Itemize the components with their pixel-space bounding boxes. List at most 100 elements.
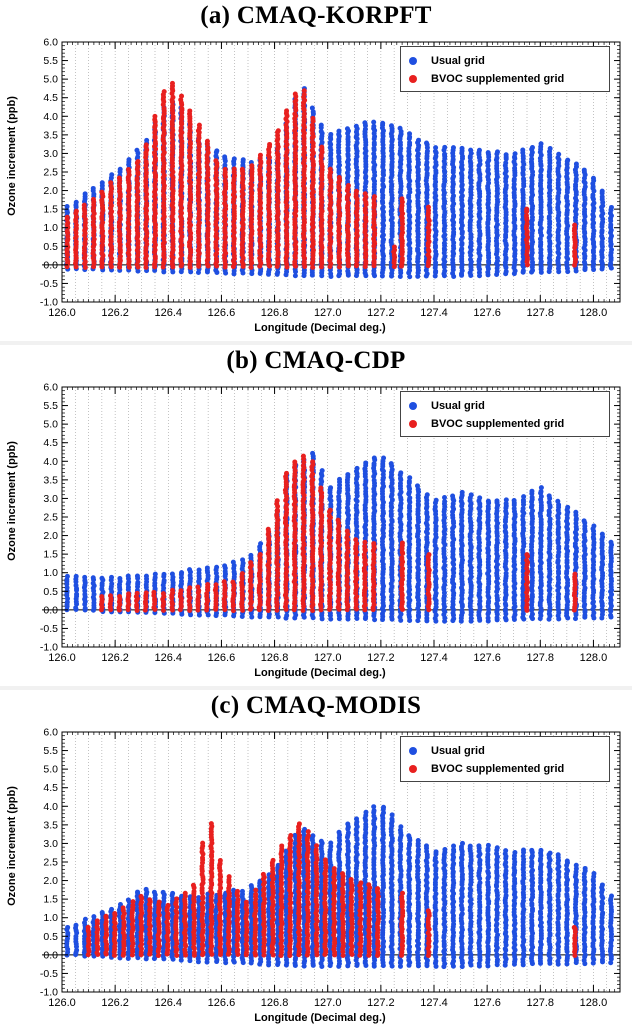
usual-grid-point [574,161,579,166]
bvoc-grid-point [337,175,342,180]
legend-item-bvoc-grid: BVOC supplemented grid [409,71,564,87]
y-axis-label: Ozone increment (ppb) [6,86,18,226]
usual-grid-point [109,172,114,177]
usual-grid-point [442,145,447,150]
bvoc-grid-point [82,203,87,208]
usual-grid-point [74,200,79,205]
usual-grid-point [354,124,359,129]
bvoc-grid-point [363,191,368,196]
y-tick-label: 4.0 [43,111,58,123]
y-tick-label: 0.0 [43,259,58,271]
bvoc-grid-point [392,244,397,249]
bvoc-grid-point [346,183,351,188]
data-points [64,81,614,279]
usual-grid-point [91,186,96,191]
y-tick-label: 4.5 [43,92,58,104]
y-tick-label: 6.0 [43,37,58,49]
bvoc-grid-point [213,158,218,163]
usual-grid-point [520,147,525,152]
x-tick-label: 126.4 [155,307,183,319]
bvoc-grid-point [372,194,377,199]
bvoc-grid-point [187,108,192,113]
bvoc-grid-point [293,91,298,96]
y-tick-label: -0.5 [40,278,58,290]
bvoc-grid-point [258,153,263,158]
bvoc-grid-point [524,207,529,212]
x-tick-label: 127.2 [367,307,395,319]
bvoc-grid-point [572,223,577,228]
usual-grid-point [328,132,333,137]
usual-grid-point [513,151,518,156]
bvoc-grid-point [267,142,272,147]
bvoc-grid-point [284,108,289,113]
usual-grid-point [547,214,552,219]
usual-grid-point [530,145,535,150]
usual-grid-point [100,180,105,185]
usual-grid-point [495,149,500,154]
bvoc-grid-point [170,81,175,86]
y-tick-label: 1.0 [43,222,58,234]
bvoc-grid-point [302,88,307,93]
usual-grid-point [539,141,544,146]
usual-grid-point [424,141,429,146]
bvoc-grid-point [99,190,104,195]
bvoc-grid-point [152,114,157,119]
bvoc-grid-point [108,180,113,185]
bvoc-grid-point [249,163,254,168]
usual-grid-point [591,176,596,181]
usual-grid-point [83,191,88,196]
bvoc-grid-point [74,209,79,214]
y-tick-label: 0.5 [43,241,58,253]
usual-grid-point [504,152,509,157]
usual-grid-point [477,148,482,153]
usual-grid-point [214,148,219,153]
y-tick-label: 3.0 [43,148,58,160]
bvoc-grid-point [144,142,149,147]
usual-grid-point [336,129,341,134]
usual-grid-point [310,106,315,111]
circle-marker-icon [409,75,417,83]
usual-grid-point [556,152,561,157]
bvoc-grid-point [354,189,359,194]
usual-grid-point [582,168,587,173]
usual-grid-point [407,131,412,136]
x-axis-label: Longitude (Decimal deg.) [200,322,440,334]
usual-grid-point [460,146,465,151]
bvoc-grid-point [276,128,281,133]
circle-marker-icon [409,57,417,65]
bvoc-grid-point [197,123,202,128]
legend: Usual grid BVOC supplemented grid [400,46,610,92]
usual-grid-point [600,189,605,194]
y-tick-label: 3.5 [43,129,58,141]
bvoc-grid-point [117,176,122,181]
bvoc-grid-point [136,159,141,164]
y-tick-label: 1.5 [43,204,58,216]
x-tick-label: 126.8 [261,307,289,319]
usual-grid-point [565,158,570,163]
x-tick-label: 127.0 [314,307,342,319]
bvoc-grid-point [65,215,70,220]
usual-grid-point [416,138,421,143]
usual-grid-point [232,156,237,161]
usual-grid-point [126,157,131,162]
bvoc-grid-point [179,94,184,99]
y-tick-label: 2.5 [43,167,58,179]
x-tick-label: 126.0 [48,307,76,319]
y-tick-label: 5.5 [43,55,58,67]
legend-item-usual-grid: Usual grid [409,53,485,69]
usual-grid-point [451,145,456,150]
legend-label: BVOC supplemented grid [431,73,564,85]
usual-grid-point [241,157,246,162]
bvoc-grid-point [240,167,245,172]
bvoc-grid-point [126,167,131,172]
bvoc-grid-point [328,167,333,172]
x-tick-label: 127.8 [527,307,555,319]
usual-grid-point [380,121,385,126]
usual-grid-point [468,148,473,153]
bvoc-grid-point [426,205,431,210]
usual-grid-point [65,204,70,209]
usual-grid-point [433,145,438,150]
usual-grid-point [362,120,367,125]
usual-grid-point [144,138,149,143]
